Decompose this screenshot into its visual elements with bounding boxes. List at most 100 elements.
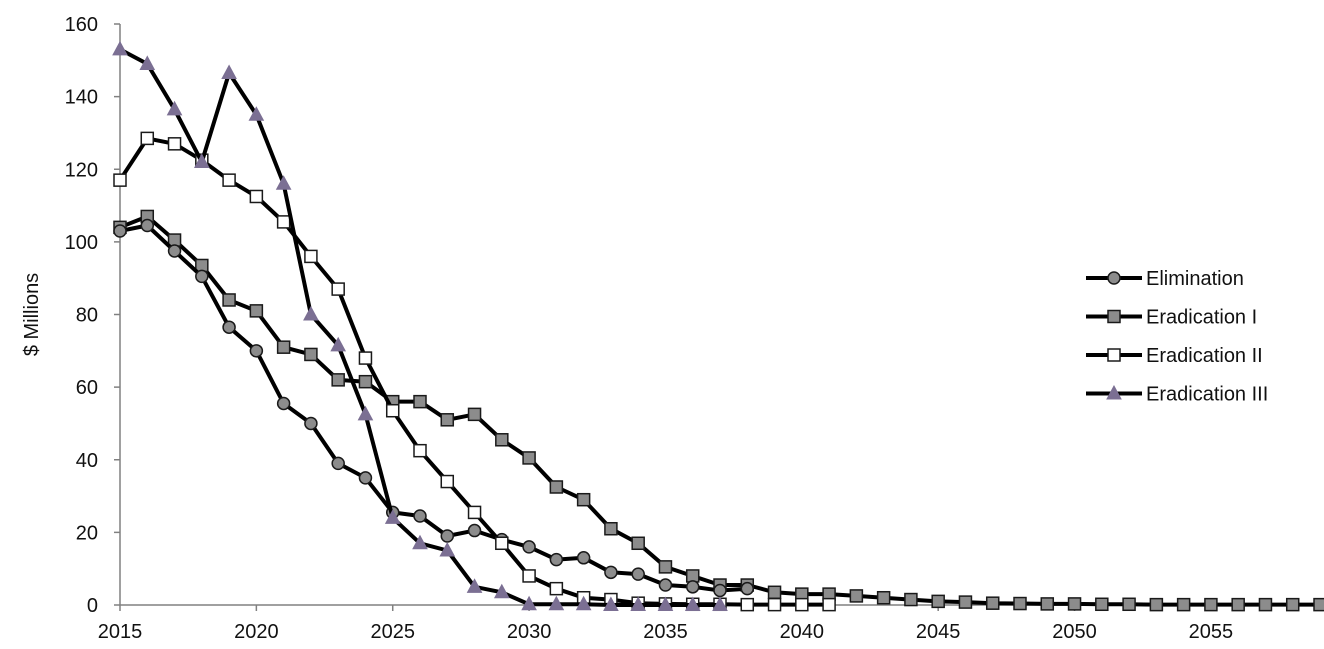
series-layer (112, 40, 1324, 612)
data-point-elimination (140, 218, 155, 233)
x-tick-label: 2040 (780, 621, 825, 643)
data-point-eradication-iii (357, 405, 374, 421)
data-point-elimination (249, 344, 264, 358)
chart-legend: Elimination Eradication I Eradication II Er… (1086, 268, 1268, 406)
y-axis-title: $ Millions (21, 273, 43, 356)
y-tick-label: 20 (76, 522, 98, 544)
data-point-eradication-ii (276, 215, 291, 229)
data-point-eradication-ii (331, 282, 345, 296)
data-point-eradication-iii (221, 64, 237, 80)
data-point-eradication-iii (630, 596, 647, 611)
data-point-eradication-iii (248, 106, 265, 121)
data-point-eradication-iii (493, 583, 510, 599)
y-tick-label: 160 (65, 14, 98, 36)
data-point-eradication-i (904, 592, 918, 607)
data-point-eradication-i (931, 594, 945, 609)
data-point-eradication-i (604, 521, 618, 536)
y-tick-label: 60 (76, 377, 98, 399)
data-point-eradication-ii (140, 131, 155, 146)
series-eradication-ii (113, 131, 836, 612)
x-tick-label: 2020 (234, 621, 279, 643)
data-point-eradication-i (1204, 597, 1218, 612)
data-point-eradication-iii (575, 595, 592, 611)
data-point-elimination (304, 416, 318, 431)
data-point-elimination (685, 580, 700, 594)
data-point-eradication-i (849, 589, 864, 603)
data-point-eradication-iii (139, 55, 156, 70)
data-point-eradication-i (304, 347, 318, 362)
legend-item-eradication-iii: Eradication III (1086, 384, 1268, 406)
legend-label: Eradication I (1146, 307, 1257, 329)
data-point-elimination (113, 224, 127, 238)
data-point-eradication-ii (795, 597, 809, 612)
data-point-elimination (740, 581, 755, 596)
data-point-eradication-ii (740, 597, 755, 612)
data-point-eradication-iii (412, 534, 428, 550)
data-point-eradication-i (522, 451, 536, 465)
legend-marker (1106, 384, 1122, 400)
data-point-eradication-i (1040, 597, 1055, 611)
data-point-eradication-ii (522, 569, 536, 583)
legend-label: Eradication II (1146, 345, 1263, 367)
data-point-eradication-iii (330, 336, 347, 352)
data-point-eradication-i (1285, 597, 1300, 612)
data-point-elimination (522, 540, 536, 554)
data-point-eradication-i (276, 340, 291, 354)
data-point-elimination (549, 552, 564, 567)
data-point-eradication-ii (549, 581, 564, 596)
data-point-eradication-iii (384, 509, 401, 524)
data-point-eradication-i (331, 373, 345, 387)
data-point-eradication-iii (603, 596, 619, 611)
legend-marker (1107, 348, 1121, 362)
x-tick-label: 2015 (98, 621, 143, 643)
legend-item-eradication-i: Eradication I (1086, 307, 1257, 329)
data-point-eradication-iii (684, 596, 701, 611)
data-point-eradication-iii (166, 100, 183, 116)
data-point-eradication-iii (466, 578, 483, 593)
x-tick-label: 2025 (370, 621, 415, 643)
y-tick-label: 100 (65, 232, 98, 254)
data-point-eradication-iii (303, 305, 319, 321)
data-point-eradication-ii (222, 173, 236, 187)
data-point-elimination (604, 565, 618, 580)
data-point-eradication-i (767, 585, 782, 600)
legend-marker (1107, 271, 1121, 285)
data-point-eradication-i (1067, 597, 1082, 611)
data-point-eradication-i (631, 536, 645, 551)
data-point-elimination (358, 471, 373, 485)
data-point-eradication-iii (275, 175, 292, 190)
data-point-eradication-ii (304, 249, 318, 264)
data-point-elimination (195, 269, 209, 284)
x-tick-label: 2030 (507, 621, 552, 643)
data-point-eradication-i (249, 304, 264, 318)
data-point-eradication-iii (193, 153, 210, 168)
data-point-eradication-i (1176, 597, 1191, 612)
data-point-eradication-iii (712, 596, 728, 611)
data-point-eradication-i (1258, 597, 1273, 612)
data-point-elimination (440, 529, 455, 543)
data-point-elimination (413, 509, 427, 523)
data-point-eradication-ii (113, 173, 127, 187)
data-point-eradication-i (440, 413, 455, 427)
data-point-eradication-i (1122, 597, 1136, 612)
x-tick-label: 2050 (1052, 621, 1097, 643)
legend-marker (1107, 309, 1121, 324)
data-point-eradication-i (1231, 597, 1245, 612)
data-point-eradication-i (985, 596, 1000, 610)
data-point-eradication-ii (385, 403, 400, 418)
series-eradication-iii (112, 40, 728, 611)
data-point-eradication-iii (548, 595, 565, 611)
data-point-eradication-i (1313, 597, 1324, 612)
data-point-eradication-i (1095, 597, 1109, 612)
data-point-eradication-ii (767, 597, 782, 612)
data-point-elimination (658, 578, 673, 592)
data-point-eradication-ii (413, 443, 427, 458)
data-point-elimination (167, 244, 182, 258)
data-point-eradication-i (1013, 596, 1027, 611)
data-point-eradication-i (467, 407, 482, 422)
series-line-eradication-i (119, 214, 1320, 607)
data-point-eradication-iii (657, 596, 674, 611)
data-point-elimination (713, 583, 727, 598)
